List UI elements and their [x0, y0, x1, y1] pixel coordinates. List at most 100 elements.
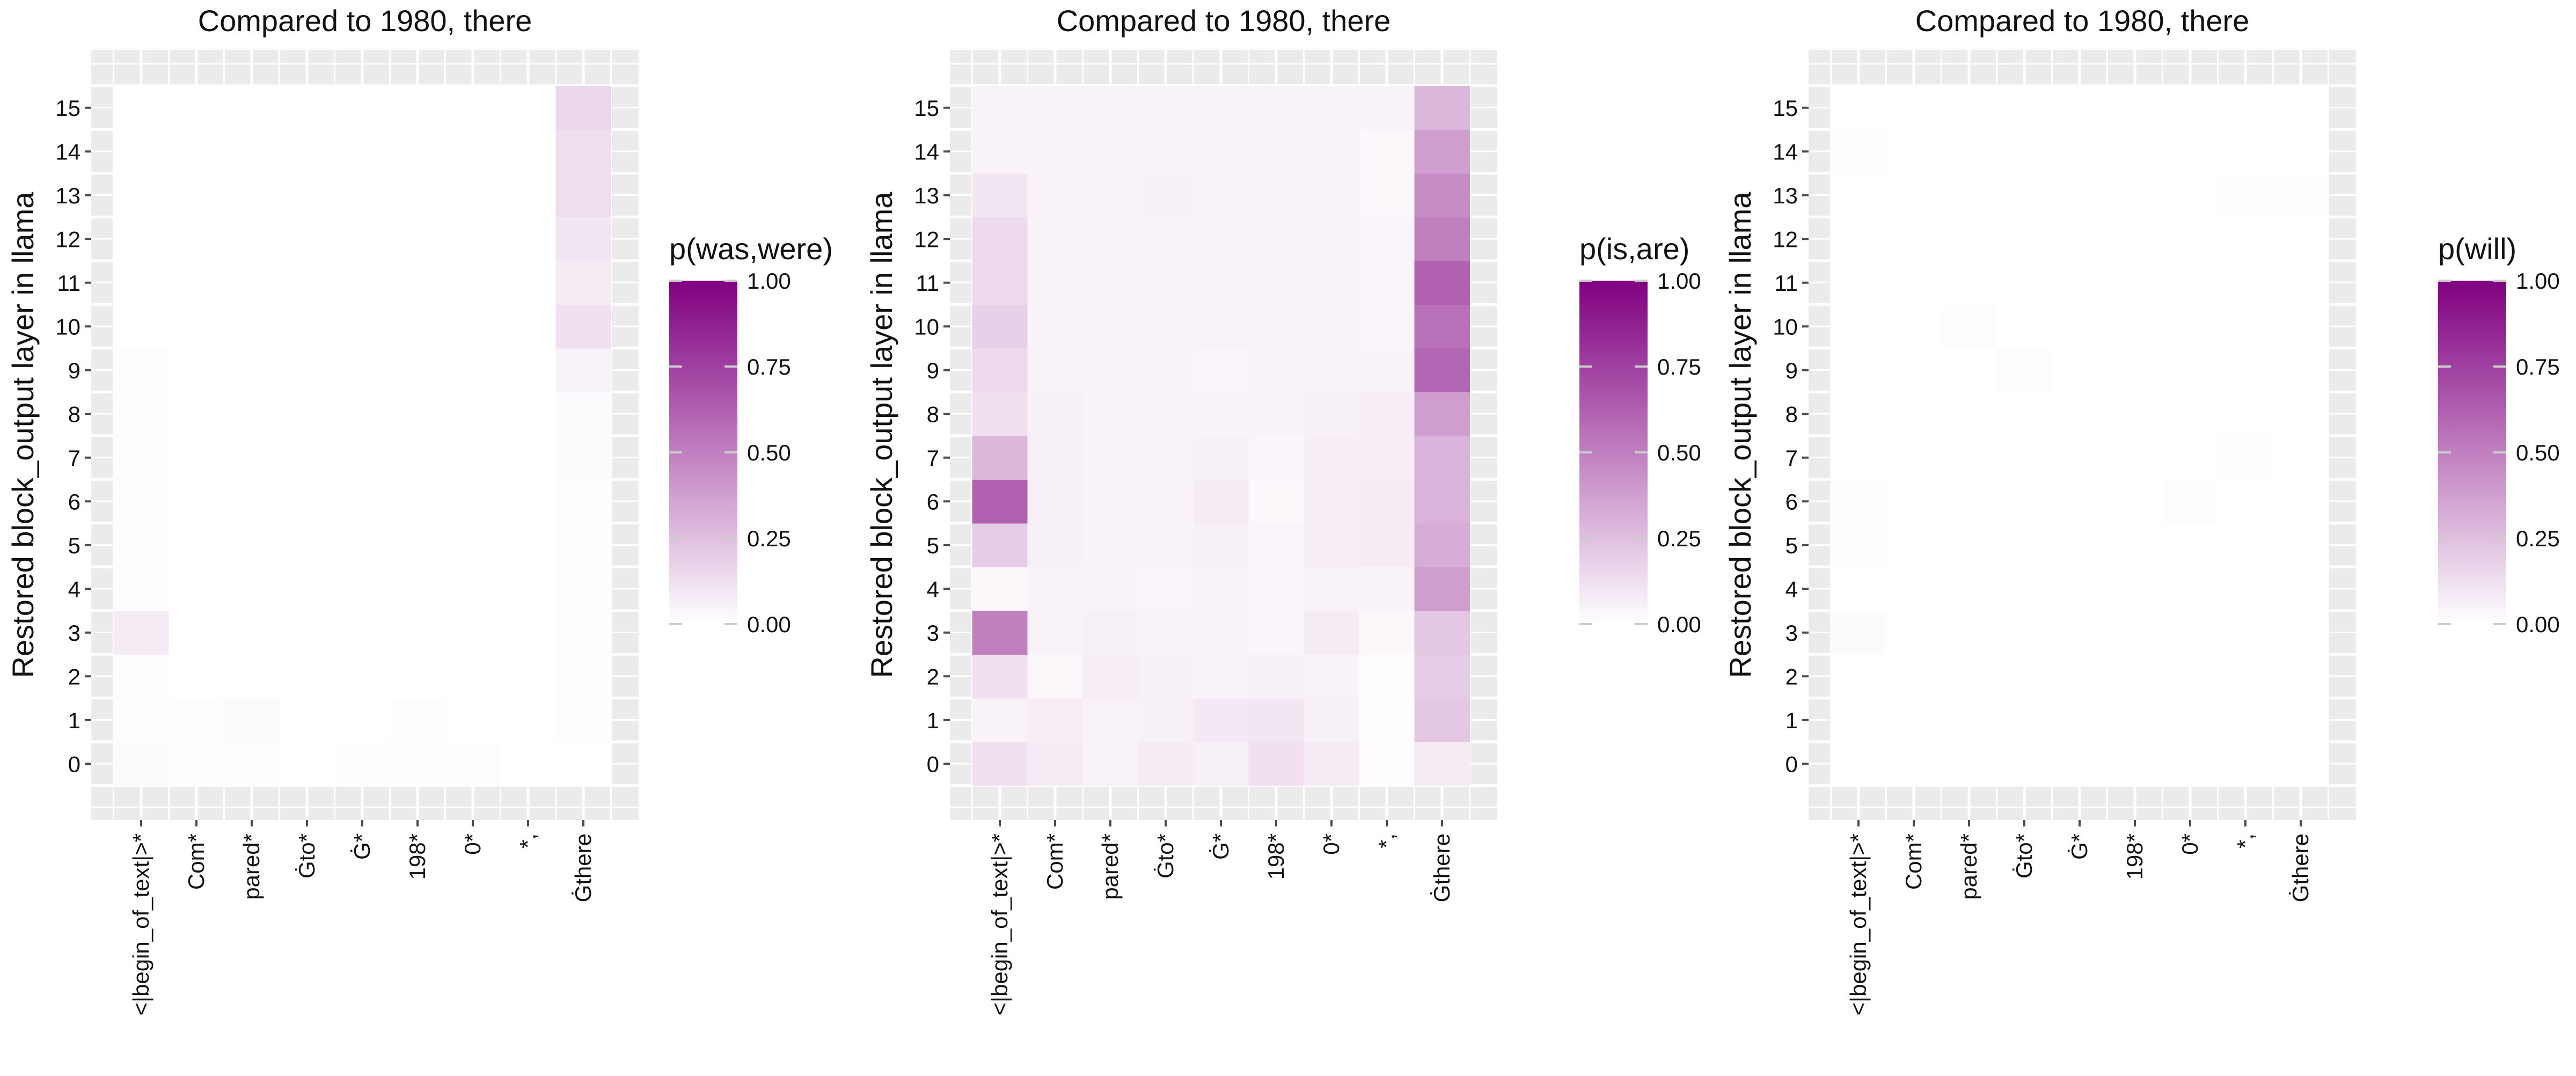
heatmap-cell [169, 261, 224, 305]
heatmap-cell [1027, 611, 1083, 655]
heatmap-cell [334, 611, 390, 655]
heatmap-cell [1138, 611, 1194, 655]
heatmap-cell [1941, 86, 1997, 130]
x-axis: <|begin_of_text|>* Com* pared* Ġto* Ġ* 198* 0*… [128, 820, 596, 1015]
heatmap-cell [2218, 217, 2273, 261]
heatmap-cell [2218, 654, 2273, 699]
heatmap-cell [1248, 348, 1304, 392]
heatmap-cell [1831, 567, 1886, 611]
heatmap-cell [1359, 611, 1415, 655]
heatmap-cell [390, 567, 445, 611]
x-tick-label: Ġto* [294, 833, 319, 879]
heatmap-cell [1027, 86, 1083, 130]
heatmap-cell [1248, 654, 1304, 699]
heatmap-cell [1027, 217, 1083, 261]
x-tick-label: <|begin_of_text|>* [987, 833, 1012, 1015]
heatmap-cell [1359, 304, 1415, 349]
heatmap-cell [279, 654, 335, 699]
heatmap-cell [500, 348, 556, 392]
heatmap-cell [1248, 173, 1304, 217]
colorbar-tick-label: 0.25 [2516, 526, 2560, 551]
heatmap-cell [1138, 173, 1194, 217]
heatmap-cell [2218, 261, 2273, 305]
heatmap-cell [500, 654, 556, 699]
heatmap-cell [113, 698, 169, 742]
heatmap-cell [972, 654, 1028, 699]
heatmap-cell [1138, 217, 1194, 261]
heatmap-cell [1082, 217, 1138, 261]
x-axis: <|begin_of_text|>* Com* pared* Ġto* Ġ* 198* 0*… [987, 820, 1454, 1015]
heatmap-cell [334, 217, 390, 261]
heatmap-cell [1193, 261, 1249, 305]
heatmap-cell [390, 611, 445, 655]
heatmap-cell [1082, 523, 1138, 567]
heatmap-cell [113, 348, 169, 392]
y-tick-label: 14 [1773, 139, 1798, 164]
heatmap-cell [1193, 654, 1249, 699]
heatmap-cell [972, 392, 1028, 436]
heatmap-cell [1414, 217, 1470, 261]
heatmap-cell [113, 304, 169, 349]
heatmap-cell [1082, 86, 1138, 130]
heatmap-cell [2273, 654, 2329, 699]
heatmap-cell [2273, 698, 2329, 742]
heatmap-cell [1138, 479, 1194, 524]
heatmap-cell [279, 698, 335, 742]
heatmap-cell [390, 261, 445, 305]
heatmap-cell [1359, 173, 1415, 217]
heatmap-cell [1304, 479, 1359, 524]
chart-title: Compared to 1980, there [1057, 4, 1391, 38]
heatmap-cell [1414, 479, 1470, 524]
heatmap-cell [279, 304, 335, 349]
heatmap-cell [1248, 129, 1304, 174]
colorbar-tick-label: 0.75 [2516, 354, 2560, 379]
heatmap-cell [334, 698, 390, 742]
x-axis: <|begin_of_text|>* Com* pared* Ġto* Ġ* 198* 0*… [1846, 820, 2313, 1015]
heatmap-cell [1082, 567, 1138, 611]
heatmap-cell [1941, 698, 1997, 742]
heatmap-cell [113, 654, 169, 699]
colorbar-tick-label: 0.25 [747, 526, 791, 551]
colorbar-tick-label: 1.00 [1657, 268, 1701, 294]
x-tick-label: 0* [1319, 833, 1344, 855]
y-tick-label: 5 [1785, 533, 1798, 558]
heatmap-cell [1304, 567, 1359, 611]
heatmap-cell [2218, 173, 2273, 217]
heatmap-cell [2273, 261, 2329, 305]
heatmap-cell [1193, 698, 1249, 742]
y-tick-label: 1 [1785, 708, 1798, 733]
y-tick-label: 6 [68, 489, 80, 514]
heatmap-cell [1248, 698, 1304, 742]
legend-title: p(will) [2438, 232, 2516, 266]
heatmap-cell [555, 173, 611, 217]
heatmap-cell [224, 217, 280, 261]
heatmap-cell [2107, 217, 2163, 261]
y-tick-label: 0 [1785, 751, 1798, 777]
heatmap-cell [334, 523, 390, 567]
heatmap-cell [1027, 129, 1083, 174]
heatmap-cell [2052, 523, 2107, 567]
heatmap-cell [390, 392, 445, 436]
heatmap-cell [1886, 392, 1942, 436]
heatmap-cell [555, 611, 611, 655]
heatmap-cell [1248, 611, 1304, 655]
heatmap-cell [113, 742, 169, 786]
heatmap-cell [1941, 567, 1997, 611]
y-tick-label: 9 [1785, 358, 1798, 383]
y-tick-label: 2 [68, 664, 80, 689]
heatmap-cell [390, 173, 445, 217]
heatmap-cell [113, 479, 169, 524]
heatmap-cell [1193, 217, 1249, 261]
heatmap-cell [1941, 392, 1997, 436]
heatmap-cell [555, 86, 611, 130]
heatmap-cell [279, 567, 335, 611]
heatmap-cell [972, 304, 1028, 349]
heatmap-cell [1886, 654, 1942, 699]
heatmap-cell [2162, 611, 2218, 655]
heatmap-cell [1304, 304, 1359, 349]
y-tick-label: 13 [55, 183, 80, 208]
heatmap-cell [2162, 348, 2218, 392]
